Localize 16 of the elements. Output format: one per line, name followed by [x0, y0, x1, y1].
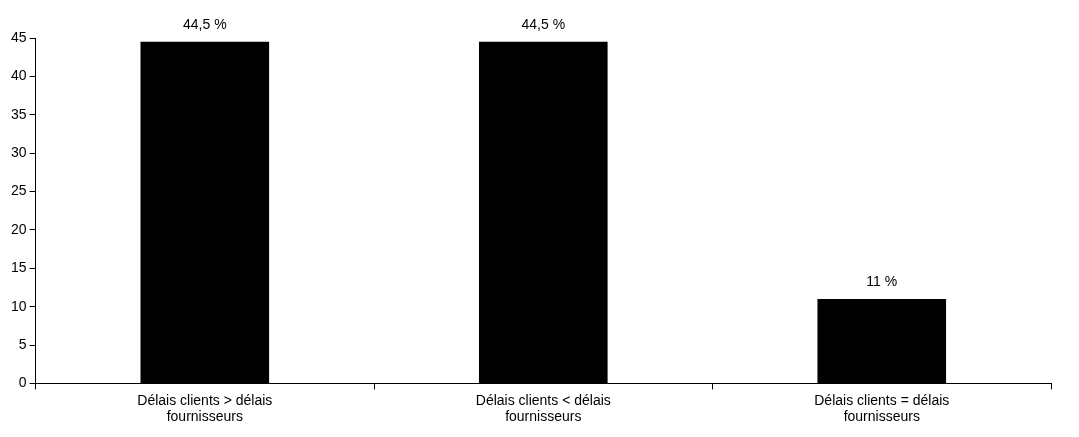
data-label: 44,5 % — [521, 15, 566, 32]
y-tick-label: 35 — [10, 105, 27, 122]
y-tick-label: 25 — [10, 182, 27, 199]
y-tick-label: 10 — [10, 297, 27, 314]
y-tick-label: 5 — [18, 335, 27, 352]
x-tick-label: Délais clients < délais fournisseurs — [475, 391, 611, 425]
y-tick-label: 20 — [10, 220, 27, 237]
x-tick-label: Délais clients > délais fournisseurs — [137, 391, 273, 425]
data-label: 11 % — [866, 272, 898, 289]
y-tick-label: 40 — [10, 67, 27, 84]
x-tick-label: Délais clients = délais fournisseurs — [814, 391, 950, 425]
data-label: 44,5 % — [183, 15, 227, 32]
y-tick-label: 15 — [10, 259, 27, 276]
y-tick-label: 30 — [10, 143, 27, 160]
y-tick-label: 0 — [18, 374, 27, 391]
y-tick-label: 45 — [10, 28, 27, 45]
